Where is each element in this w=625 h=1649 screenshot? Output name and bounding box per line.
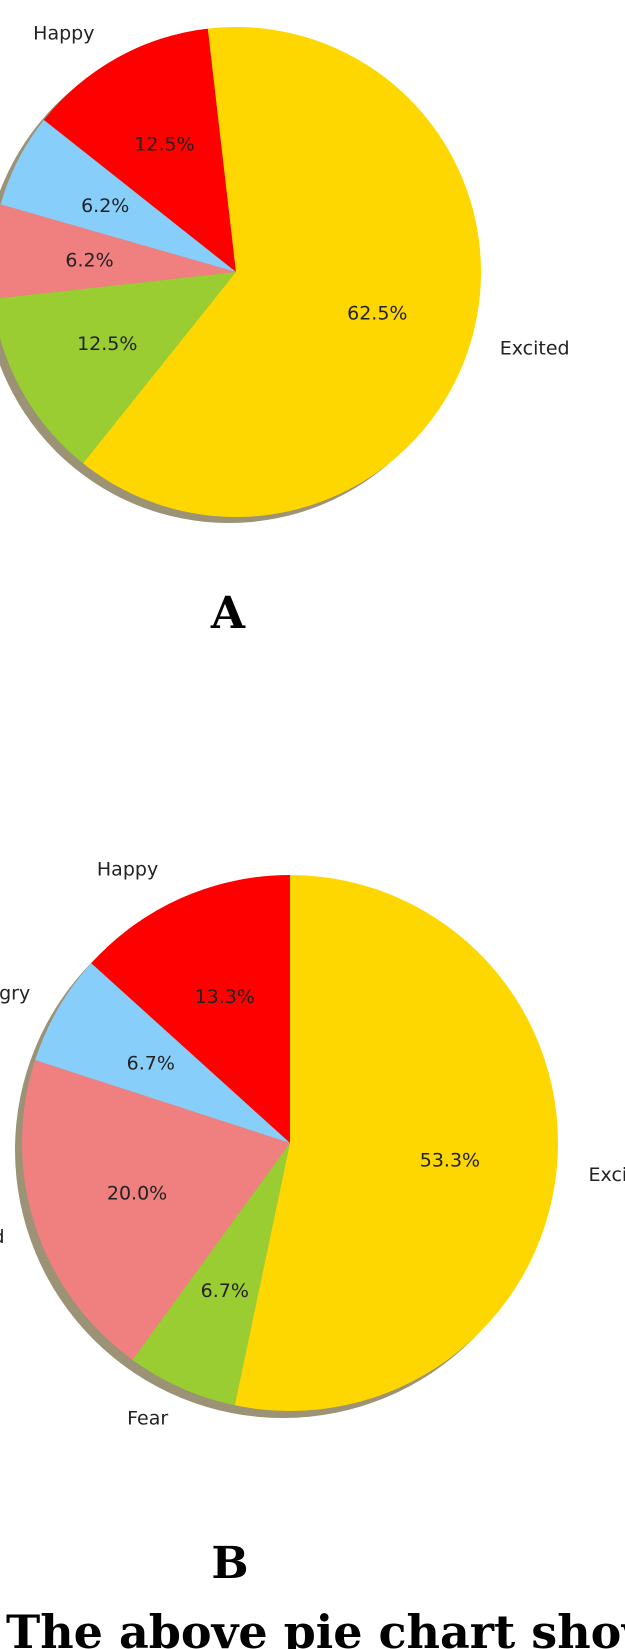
pct-label-happy: 12.5% xyxy=(134,134,194,156)
pie-slice-angry xyxy=(35,963,290,1143)
pie-slice-fear xyxy=(132,1143,290,1406)
pct-label-sad: 6.2% xyxy=(65,250,113,272)
caption-text: The above pie chart shows th xyxy=(6,1605,625,1649)
pie-slice-excited xyxy=(83,27,481,518)
category-label-excited: Excited xyxy=(589,1164,625,1186)
pie-slice-fear xyxy=(0,272,236,464)
pie-slice-happy xyxy=(91,875,291,1143)
pct-label-angry: 6.7% xyxy=(127,1052,175,1074)
pct-label-fear: 6.7% xyxy=(201,1280,249,1302)
category-label-angry: Angry xyxy=(0,983,30,1005)
pct-label-excited: 62.5% xyxy=(347,303,407,325)
pie-slice-sad xyxy=(0,204,236,299)
pie-chart-a: 12.5%Happy6.2%Angry6.2%Sad12.5%Fear62.5%… xyxy=(0,22,570,523)
pct-label-excited: 53.3% xyxy=(420,1150,480,1172)
pie-chart-b: 13.3% Happy 6.7% Angry 20.0% Sad 6.7% Fear 53.3%… xyxy=(0,859,625,1430)
pct-label-happy: 13.3% xyxy=(195,986,255,1008)
category-label-sad: Sad xyxy=(0,1226,5,1248)
category-label-happy: Happy xyxy=(97,859,158,881)
chart-a-title: A xyxy=(210,588,246,639)
pie-slice-excited xyxy=(234,875,559,1411)
chart-b-title: B xyxy=(211,1538,248,1589)
category-label-fear: Fear xyxy=(127,1407,168,1429)
category-label-happy: Happy xyxy=(33,22,94,44)
pct-label-fear: 12.5% xyxy=(77,333,137,355)
pie-slice-angry xyxy=(0,119,237,273)
pct-label-sad: 20.0% xyxy=(107,1183,167,1205)
pct-label-angry: 6.2% xyxy=(81,195,129,217)
pie-slice-sad xyxy=(22,1060,291,1360)
category-label-excited: Excited xyxy=(500,338,570,360)
pie-slice-happy xyxy=(43,28,236,272)
